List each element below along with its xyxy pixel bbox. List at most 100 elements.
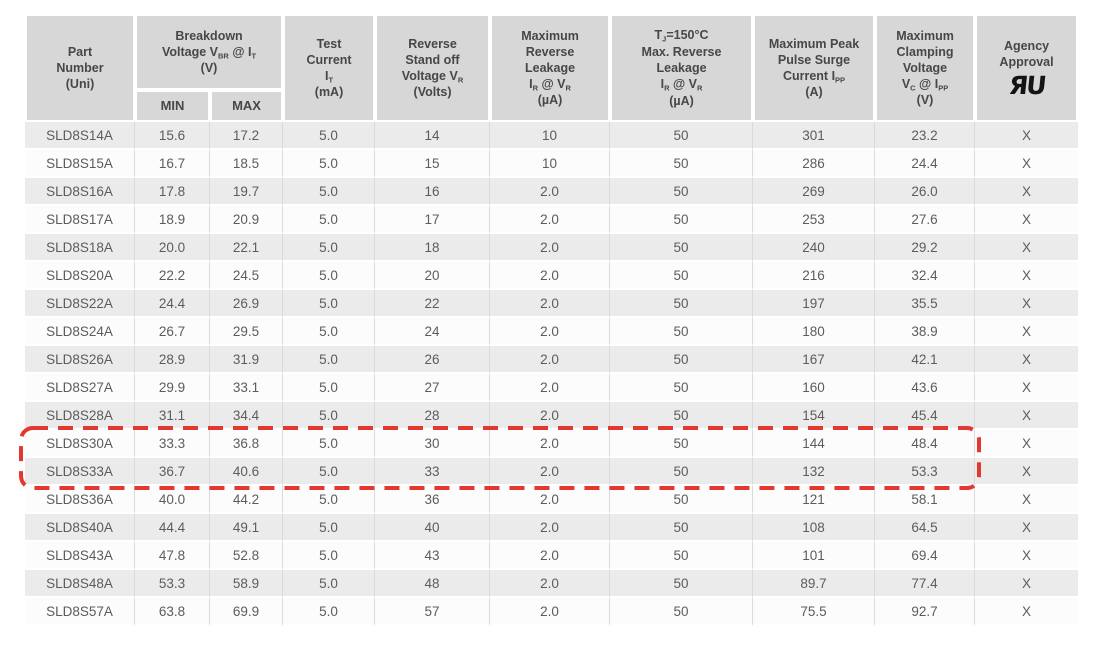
col-header-tj150-max-reverse-leakage: TJ=150°C Max. Reverse Leakage IR @ VR (µA) [610,14,754,122]
value-cell: 28 [375,402,491,430]
value-cell: 167 [753,346,876,374]
value-cell: 22.1 [210,234,284,262]
value-cell: 50 [610,234,754,262]
value-cell: 64.5 [875,514,976,542]
value-cell: 22 [375,290,491,318]
value-cell: 2.0 [490,598,611,626]
part-number-cell: SLD8S15A [25,150,135,178]
value-cell: 5.0 [283,486,376,514]
table-row: SLD8S16A 17.8 19.7 5.0 16 2.0 50 269 26.0 X [25,178,1079,206]
value-cell: 160 [753,374,876,402]
value-cell: 31.9 [210,346,284,374]
value-cell: 26.9 [210,290,284,318]
value-cell: 69.9 [210,598,284,626]
value-cell: 45.4 [875,402,976,430]
col-header-part-number: Part Number (Uni) [25,14,135,122]
value-cell: 17.2 [210,122,284,150]
value-cell: 29.5 [210,318,284,346]
value-cell: 2.0 [490,542,611,570]
value-cell: X [975,318,1079,346]
part-number-cell: SLD8S28A [25,402,135,430]
value-cell: 32.4 [875,262,976,290]
value-cell: 5.0 [283,374,376,402]
value-cell: 5.0 [283,290,376,318]
value-cell: 16 [375,178,491,206]
value-cell: 5.0 [283,262,376,290]
value-cell: 5.0 [283,234,376,262]
col-header-agency-approval: Agency Approval ЯU [975,14,1079,122]
value-cell: 92.7 [875,598,976,626]
table-row: SLD8S33A 36.7 40.6 5.0 33 2.0 50 132 53.3 X [25,458,1079,486]
spec-table: Part Number (Uni) Breakdown Voltage VBR @ I… [25,14,1079,626]
value-cell: 23.2 [875,122,976,150]
value-cell: 50 [610,598,754,626]
value-cell: X [975,234,1079,262]
value-cell: X [975,290,1079,318]
value-cell: 269 [753,178,876,206]
value-cell: 15.6 [135,122,210,150]
part-number-cell: SLD8S14A [25,122,135,150]
value-cell: 36.7 [135,458,210,486]
value-cell: 26.7 [135,318,210,346]
table-row: SLD8S48A 53.3 58.9 5.0 48 2.0 50 89.7 77.4 X [25,570,1079,598]
part-number-cell: SLD8S43A [25,542,135,570]
col-header-max: MAX [210,90,284,122]
value-cell: 2.0 [490,206,611,234]
part-number-cell: SLD8S33A [25,458,135,486]
value-cell: 40 [375,514,491,542]
value-cell: 47.8 [135,542,210,570]
value-cell: X [975,346,1079,374]
value-cell: 2.0 [490,430,611,458]
table-row: SLD8S14A 15.6 17.2 5.0 14 10 50 301 23.2 X [25,122,1079,150]
value-cell: 5.0 [283,402,376,430]
value-cell: 53.3 [875,458,976,486]
value-cell: 33.3 [135,430,210,458]
value-cell: 63.8 [135,598,210,626]
value-cell: 10 [490,150,611,178]
ul-recognized-component-icon: ЯU [1007,71,1046,100]
value-cell: X [975,514,1079,542]
value-cell: 5.0 [283,598,376,626]
value-cell: 240 [753,234,876,262]
table-row: SLD8S18A 20.0 22.1 5.0 18 2.0 50 240 29.2 X [25,234,1079,262]
value-cell: 36 [375,486,491,514]
value-cell: 50 [610,150,754,178]
value-cell: 89.7 [753,570,876,598]
col-header-max-reverse-leakage: Maximum Reverse Leakage IR @ VR (µA) [490,14,611,122]
value-cell: X [975,402,1079,430]
value-cell: 50 [610,486,754,514]
value-cell: 50 [610,374,754,402]
value-cell: 24 [375,318,491,346]
table-row: SLD8S40A 44.4 49.1 5.0 40 2.0 50 108 64.5 X [25,514,1079,542]
table-row: SLD8S57A 63.8 69.9 5.0 57 2.0 50 75.5 92.7 X [25,598,1079,626]
value-cell: 14 [375,122,491,150]
value-cell: 108 [753,514,876,542]
part-number-cell: SLD8S20A [25,262,135,290]
col-header-peak-pulse-surge-current: Maximum Peak Pulse Surge Current IPP (A) [753,14,876,122]
value-cell: 5.0 [283,150,376,178]
value-cell: 29.2 [875,234,976,262]
value-cell: 10 [490,122,611,150]
value-cell: 27.6 [875,206,976,234]
part-number-cell: SLD8S17A [25,206,135,234]
value-cell: 2.0 [490,402,611,430]
col-header-reverse-standoff-voltage: Reverse Stand off Voltage VR (Volts) [375,14,491,122]
value-cell: 16.7 [135,150,210,178]
value-cell: 154 [753,402,876,430]
value-cell: 2.0 [490,486,611,514]
value-cell: 49.1 [210,514,284,542]
value-cell: 50 [610,430,754,458]
value-cell: 58.1 [875,486,976,514]
value-cell: 5.0 [283,318,376,346]
value-cell: 34.4 [210,402,284,430]
part-number-cell: SLD8S57A [25,598,135,626]
value-cell: 17.8 [135,178,210,206]
value-cell: 38.9 [875,318,976,346]
table-row: SLD8S17A 18.9 20.9 5.0 17 2.0 50 253 27.6 X [25,206,1079,234]
value-cell: 27 [375,374,491,402]
value-cell: 26.0 [875,178,976,206]
value-cell: 121 [753,486,876,514]
value-cell: 15 [375,150,491,178]
value-cell: 24.4 [135,290,210,318]
